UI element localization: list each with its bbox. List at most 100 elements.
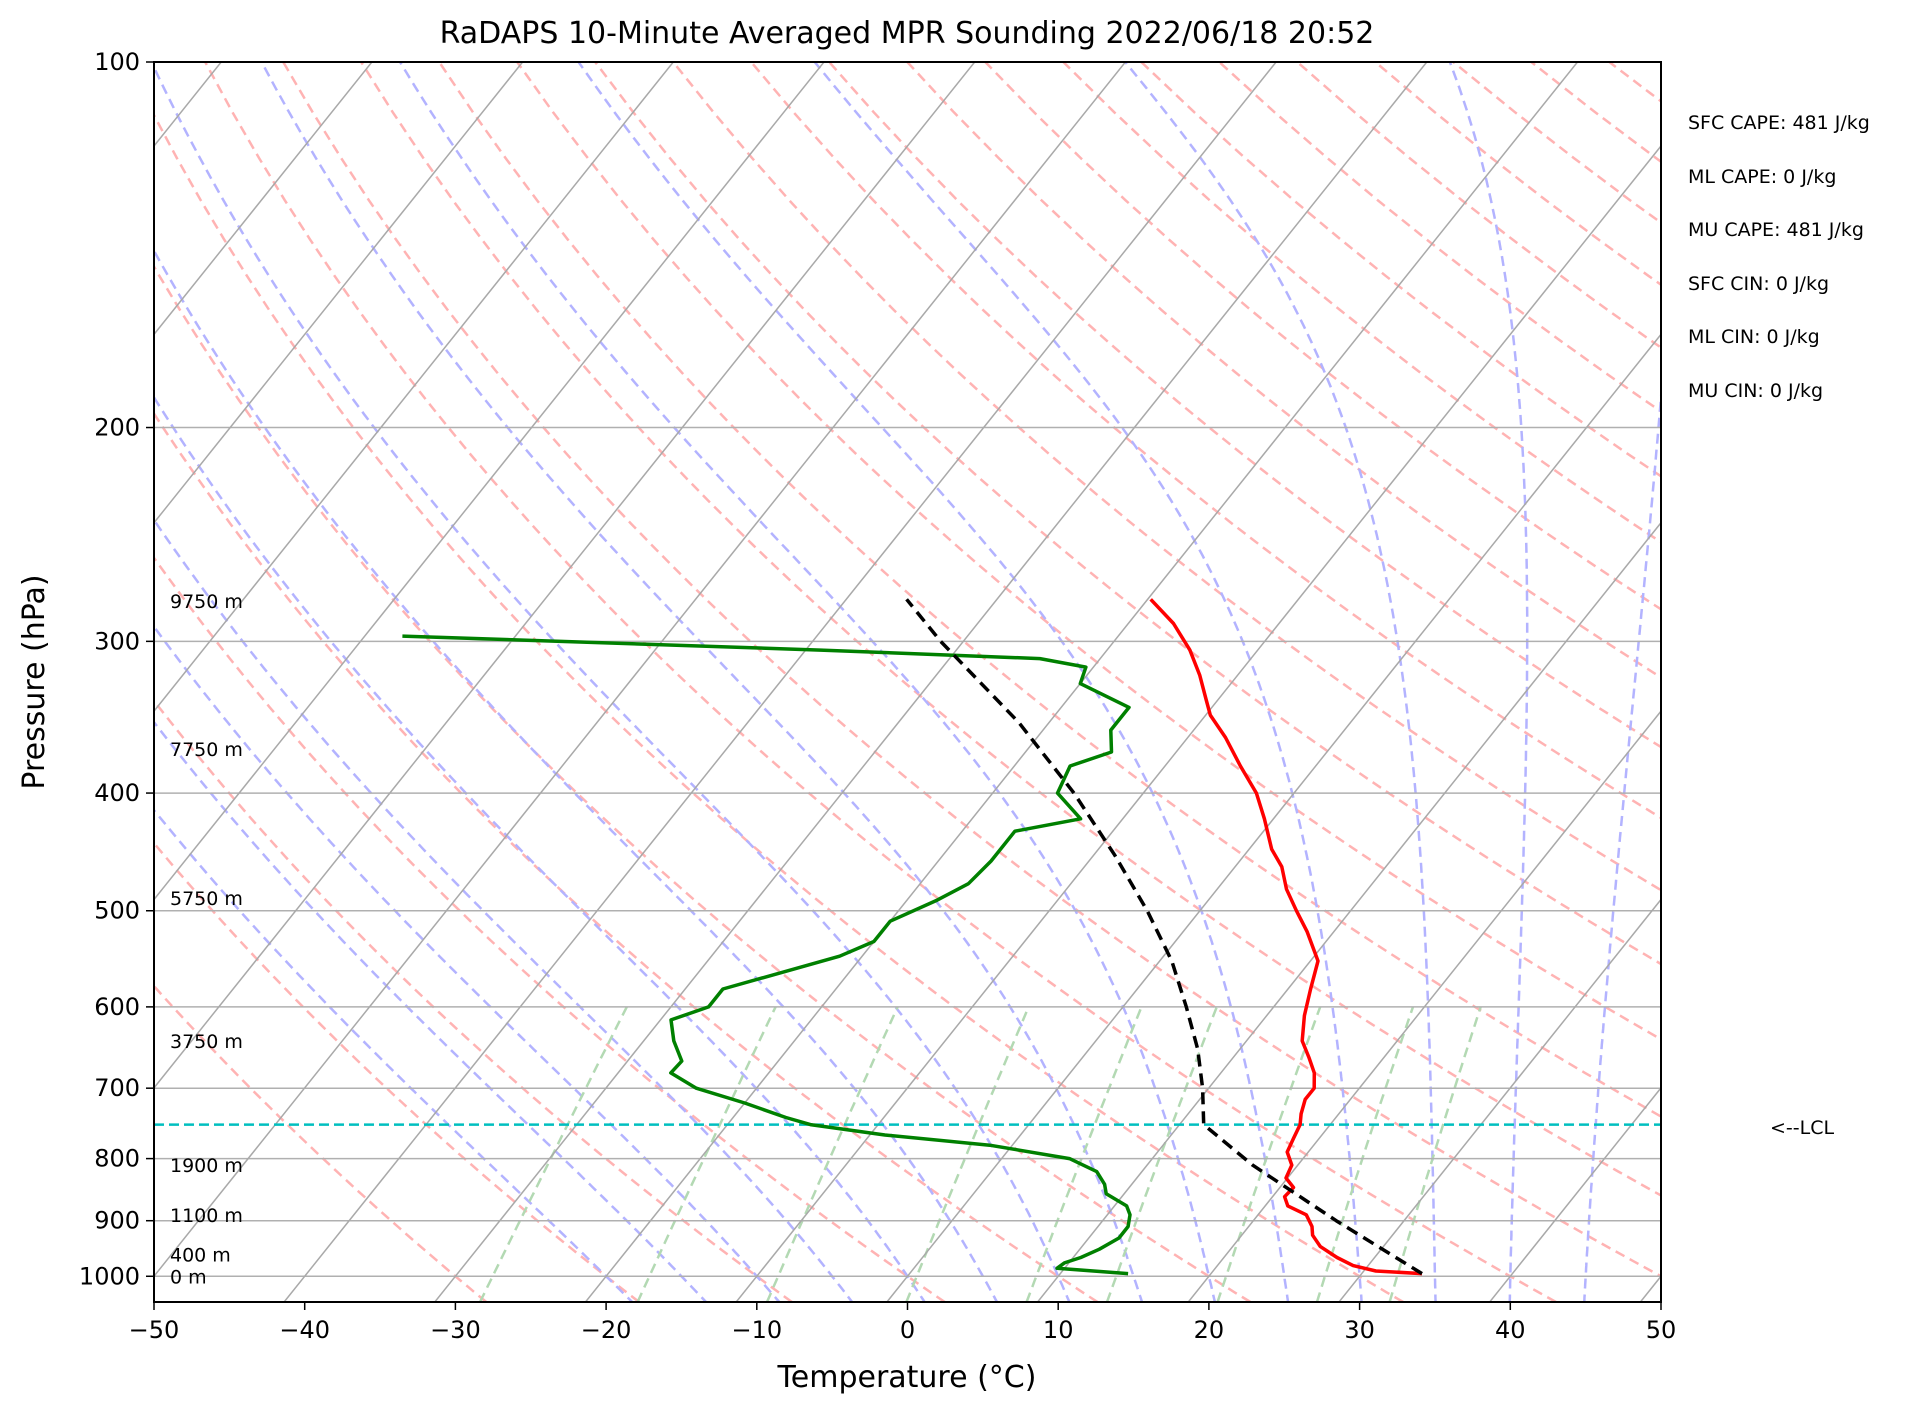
x-tick-label: −30 (430, 1316, 481, 1344)
y-tick-label: 100 (94, 48, 140, 76)
plot-frame (153, 61, 1662, 1303)
height-label: 1100 m (170, 1205, 243, 1227)
moist-adiabat (1124, 62, 1437, 1302)
y-tick-label: 900 (94, 1207, 140, 1235)
x-tick-label: −20 (581, 1316, 632, 1344)
y-tick-label: 200 (94, 414, 140, 442)
dry-adiabat-lines (154, 62, 1661, 1302)
mixing-ratio-line (1025, 1006, 1143, 1302)
dry-adiabat (154, 112, 1404, 1302)
y-tick-label: 400 (94, 779, 140, 807)
isotherm (154, 62, 825, 901)
stat-ml-cape: ML CAPE: 0 J/kg (1688, 166, 1836, 188)
x-tick-label: −10 (731, 1316, 782, 1344)
stat-mu-cin: MU CIN: 0 J/kg (1688, 380, 1823, 402)
moist-adiabat (154, 808, 635, 1302)
stat-sfc-cin: SFC CIN: 0 J/kg (1688, 273, 1829, 295)
stat-mu-cape: MU CAPE: 481 J/kg (1688, 219, 1864, 241)
mixing-ratio-line (1216, 1006, 1322, 1302)
moist-adiabat (154, 395, 927, 1302)
dry-adiabat (828, 62, 1661, 749)
plot-area (154, 62, 1661, 1302)
isotherm (434, 62, 1428, 1302)
x-tick-label: 10 (1043, 1316, 1074, 1344)
moist-adiabat (1448, 62, 1529, 1302)
x-axis-ticks: −50 −40 −30 −20 −10 0 10 20 30 40 50 (129, 1302, 1677, 1344)
x-tick-label: 30 (1344, 1316, 1375, 1344)
dry-adiabat (1296, 62, 1661, 350)
mixing-ratio-lines (478, 1006, 1482, 1302)
stat-sfc-cape: SFC CAPE: 481 J/kg (1688, 112, 1870, 134)
isotherm (283, 62, 1277, 1302)
dry-adiabat (154, 841, 640, 1302)
isotherm (1187, 709, 1661, 1302)
dry-adiabat (750, 62, 1661, 820)
dry-adiabat (1374, 62, 1661, 287)
mixing-ratio-line (1315, 1006, 1415, 1302)
x-tick-label: −40 (279, 1316, 330, 1344)
y-tick-label: 1000 (79, 1262, 140, 1290)
dry-adiabat (204, 62, 1557, 1302)
mixing-ratio-line (636, 1006, 777, 1302)
moist-adiabat-lines (154, 62, 1661, 1302)
dry-adiabat (906, 62, 1661, 679)
x-tick-label: 50 (1646, 1316, 1677, 1344)
y-axis-ticks: 100 200 300 400 500 600 700 800 900 1000 (79, 48, 154, 1290)
height-label: 400 m (170, 1245, 231, 1267)
moist-adiabat (154, 624, 781, 1302)
y-axis-label: Pressure (hPa) (17, 574, 52, 789)
isotherm (1037, 521, 1661, 1302)
parcel-profile-trace (905, 598, 1423, 1276)
height-label: 0 m (170, 1266, 207, 1288)
moist-adiabat (260, 62, 1144, 1302)
moist-adiabat (577, 62, 1290, 1302)
temperature-trace (1149, 598, 1423, 1276)
dry-adiabat (516, 62, 1661, 1041)
moist-adiabat (398, 62, 1217, 1302)
y-tick-label: 600 (94, 993, 140, 1021)
dry-adiabat (154, 698, 793, 1302)
dry-adiabat (1530, 62, 1661, 164)
stat-ml-cin: ML CIN: 0 J/kg (1688, 326, 1820, 348)
dry-adiabat (984, 62, 1661, 611)
moist-adiabat (154, 720, 708, 1302)
dry-adiabat (282, 62, 1661, 1278)
isotherm-gridlines (154, 62, 1661, 1302)
isotherm (886, 333, 1661, 1302)
height-label: 3750 m (170, 1031, 243, 1053)
isotherm (154, 62, 373, 336)
stability-indices: SFC CAPE: 481 J/kg ML CAPE: 0 J/kg MU CA… (1688, 112, 1870, 402)
y-tick-label: 500 (94, 897, 140, 925)
dry-adiabat (672, 62, 1661, 892)
moist-adiabat (154, 517, 854, 1302)
lcl-label: <--LCL (1770, 1117, 1834, 1139)
dewpoint-trace (402, 634, 1132, 1276)
height-label: 9750 m (170, 591, 243, 613)
height-label: 1900 m (170, 1155, 243, 1177)
height-label: 5750 m (170, 888, 243, 910)
isotherm (1338, 898, 1661, 1302)
dry-adiabat (154, 555, 946, 1302)
isotherm (154, 62, 976, 1090)
moist-adiabat (154, 248, 999, 1302)
y-tick-label: 300 (94, 627, 140, 655)
chart-title: RaDAPS 10-Minute Averaged MPR Sounding 2… (440, 16, 1375, 51)
mixing-ratio-line (1388, 1006, 1482, 1302)
x-tick-label: 40 (1495, 1316, 1526, 1344)
dry-adiabat (360, 62, 1661, 1197)
x-tick-label: 0 (900, 1316, 915, 1344)
x-tick-label: 20 (1194, 1316, 1225, 1344)
dry-adiabat (154, 984, 488, 1302)
isotherm (154, 62, 524, 524)
mixing-ratio-line (905, 1006, 1030, 1302)
moist-adiabat (1583, 382, 1661, 1302)
y-tick-label: 800 (94, 1145, 140, 1173)
isotherm (1639, 1275, 1661, 1302)
dry-adiabat (1218, 62, 1661, 413)
dry-adiabat (594, 62, 1661, 966)
mixing-ratio-line (478, 1006, 628, 1302)
isotherm (154, 62, 674, 713)
isotherm (1489, 1086, 1661, 1302)
